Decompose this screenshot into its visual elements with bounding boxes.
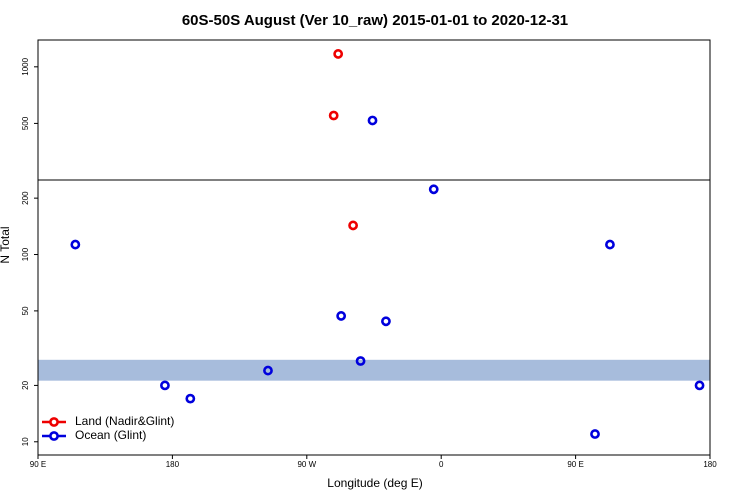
- y-tick-label: 10: [21, 437, 30, 446]
- data-point: [381, 316, 391, 327]
- x-axis-label: Longitude (deg E): [327, 476, 422, 490]
- y-axis-label: N Total: [0, 226, 12, 263]
- data-point: [428, 184, 439, 195]
- y-tick-label: 500: [21, 116, 30, 130]
- x-tick-label: 90 E: [30, 460, 46, 469]
- data-point: [355, 356, 366, 366]
- y-tick-label: 1000: [21, 57, 30, 75]
- data-point: [160, 380, 170, 391]
- y-tick-label: 200: [21, 191, 30, 205]
- data-point: [70, 239, 81, 250]
- data-point: [367, 115, 378, 126]
- x-tick-label: 180: [166, 460, 180, 469]
- chart-title: 60S-50S August (Ver 10_raw) 2015-01-01 t…: [182, 12, 568, 29]
- legend-marker: [49, 417, 59, 427]
- legend-label: Land (Nadir&Glint): [75, 414, 174, 428]
- legend-marker: [49, 431, 59, 441]
- data-point: [185, 393, 196, 404]
- x-tick-label: 180: [703, 460, 717, 469]
- data-point: [348, 220, 358, 231]
- shaded-band: [38, 359, 710, 381]
- data-point: [333, 49, 344, 59]
- data-point: [328, 110, 339, 121]
- x-tick-label: 90 W: [297, 460, 316, 469]
- data-point: [263, 365, 273, 376]
- data-point: [336, 311, 347, 321]
- x-tick-label: 0: [439, 460, 444, 469]
- x-tick-label: 90 E: [567, 460, 583, 469]
- panel-frame: [37, 179, 711, 456]
- legend-label: Ocean (Glint): [75, 428, 146, 442]
- y-tick-label: 50: [21, 306, 30, 315]
- y-tick-label: 100: [21, 247, 30, 261]
- y-tick-label: 20: [21, 380, 30, 389]
- panel-frame: [37, 39, 711, 181]
- data-point: [590, 429, 600, 439]
- data-point: [605, 239, 615, 250]
- data-point: [694, 380, 705, 391]
